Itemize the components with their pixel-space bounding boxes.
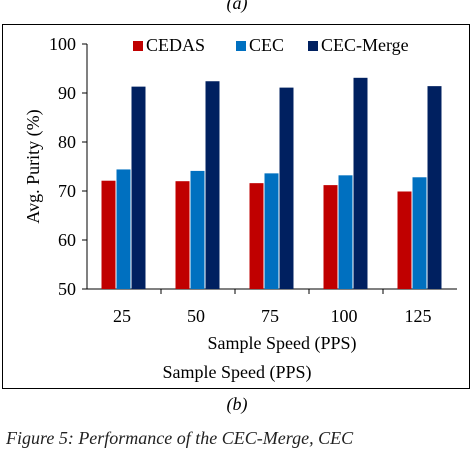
caption-a: (a)	[226, 0, 248, 13]
bar-cedas	[175, 181, 190, 289]
y-tick-label: 90	[58, 83, 76, 103]
legend-swatch	[308, 41, 318, 51]
x-tick-label: 125	[405, 306, 432, 326]
y-tick-label: 70	[58, 181, 76, 201]
bar-cedas	[323, 185, 338, 289]
y-tick-label: 80	[58, 132, 76, 152]
legend-swatch	[236, 41, 246, 51]
x-tick-label: 25	[113, 306, 131, 326]
bar-cec-merge	[131, 86, 146, 289]
legend-label: CEC	[249, 35, 284, 55]
outer-x-axis-label: Sample Speed (PPS)	[162, 362, 312, 382]
bar-cec	[190, 170, 205, 289]
bar-chart: 50 60 70 80 90 100 Avg. Purity (%) 25 50 75 100 125…	[23, 34, 457, 354]
x-tick-label: 75	[261, 306, 279, 326]
y-tick-label: 60	[58, 230, 76, 250]
bar-cec	[412, 177, 427, 289]
bar-cec-merge	[205, 81, 220, 289]
y-tick-label: 50	[58, 279, 76, 299]
bar-cec	[116, 169, 131, 289]
bar-cedas	[397, 191, 412, 289]
outer-xlabel-box: Sample Speed (PPS)	[2, 355, 470, 389]
legend-label: CEDAS	[146, 35, 205, 55]
x-tick-label: 50	[187, 306, 205, 326]
x-tick-label: 100	[331, 306, 358, 326]
caption-b: (b)	[226, 394, 248, 414]
bar-cec-merge	[279, 87, 294, 289]
bar-cec	[264, 173, 279, 289]
x-axis-label: Sample Speed (PPS)	[207, 333, 356, 354]
bar-cedas	[101, 180, 116, 289]
chart-frame: 50 60 70 80 90 100 Avg. Purity (%) 25 50 75 100 125…	[2, 24, 470, 356]
y-tick-label: 100	[49, 34, 76, 54]
legend-label: CEC-Merge	[321, 35, 409, 55]
bar-cedas	[249, 183, 264, 289]
bar-cec-merge	[427, 86, 442, 289]
bar-cec	[338, 175, 353, 289]
bar-cec-merge	[353, 77, 368, 289]
figure-caption: Figure 5: Performance of the CEC-Merge, …	[6, 428, 354, 448]
y-axis-label: Avg. Purity (%)	[23, 109, 44, 223]
legend-swatch	[133, 41, 143, 51]
